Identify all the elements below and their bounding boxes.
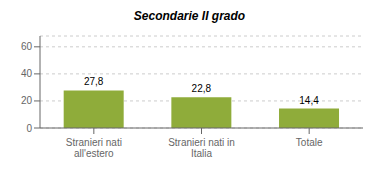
svg-text:22,8: 22,8: [192, 83, 212, 94]
svg-text:14,4: 14,4: [299, 95, 319, 106]
svg-text:0: 0: [26, 123, 32, 134]
svg-text:60: 60: [21, 41, 33, 52]
svg-text:Stranieri natiall'estero: Stranieri natiall'estero: [66, 137, 122, 159]
svg-text:Totale: Totale: [296, 137, 323, 148]
svg-text:27,8: 27,8: [84, 76, 104, 87]
svg-text:Stranieri nati inItalia: Stranieri nati inItalia: [168, 137, 235, 159]
html-text:Secondarie II grado: Secondarie II grado: [133, 9, 246, 23]
svg-text:40: 40: [21, 68, 33, 79]
svg-text:20: 20: [21, 95, 33, 106]
